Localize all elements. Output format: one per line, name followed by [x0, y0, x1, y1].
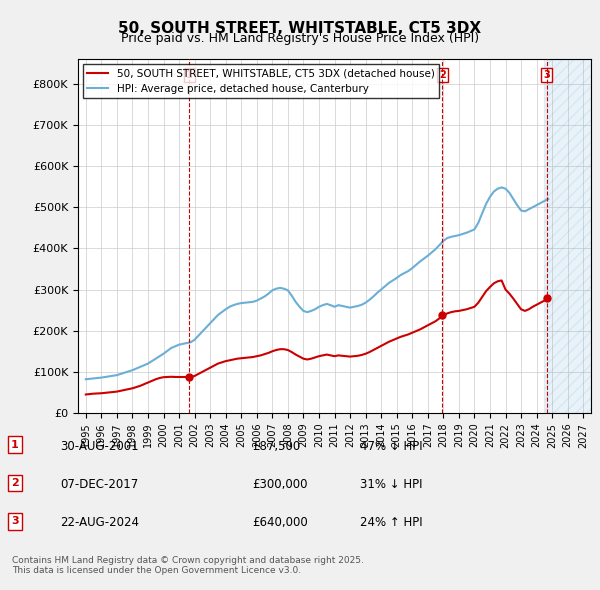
- Text: 30-AUG-2001: 30-AUG-2001: [60, 440, 139, 453]
- Text: 2: 2: [439, 70, 446, 80]
- Text: 31% ↓ HPI: 31% ↓ HPI: [360, 478, 422, 491]
- Text: 22-AUG-2024: 22-AUG-2024: [60, 516, 139, 529]
- Text: 3: 3: [543, 70, 550, 80]
- Text: 07-DEC-2017: 07-DEC-2017: [60, 478, 138, 491]
- Text: £300,000: £300,000: [252, 478, 308, 491]
- Text: 24% ↑ HPI: 24% ↑ HPI: [360, 516, 422, 529]
- Text: £640,000: £640,000: [252, 516, 308, 529]
- Text: Contains HM Land Registry data © Crown copyright and database right 2025.
This d: Contains HM Land Registry data © Crown c…: [12, 556, 364, 575]
- Text: 3: 3: [11, 516, 19, 526]
- Legend: 50, SOUTH STREET, WHITSTABLE, CT5 3DX (detached house), HPI: Average price, deta: 50, SOUTH STREET, WHITSTABLE, CT5 3DX (d…: [83, 64, 439, 98]
- Text: 1: 1: [11, 440, 19, 450]
- Text: 50, SOUTH STREET, WHITSTABLE, CT5 3DX: 50, SOUTH STREET, WHITSTABLE, CT5 3DX: [118, 21, 482, 35]
- Bar: [544, 59, 591, 413]
- Text: 47% ↓ HPI: 47% ↓ HPI: [360, 440, 422, 453]
- Text: 1: 1: [186, 70, 193, 80]
- Text: Price paid vs. HM Land Registry's House Price Index (HPI): Price paid vs. HM Land Registry's House …: [121, 32, 479, 45]
- Text: 2: 2: [11, 478, 19, 488]
- Text: £87,500: £87,500: [252, 440, 300, 453]
